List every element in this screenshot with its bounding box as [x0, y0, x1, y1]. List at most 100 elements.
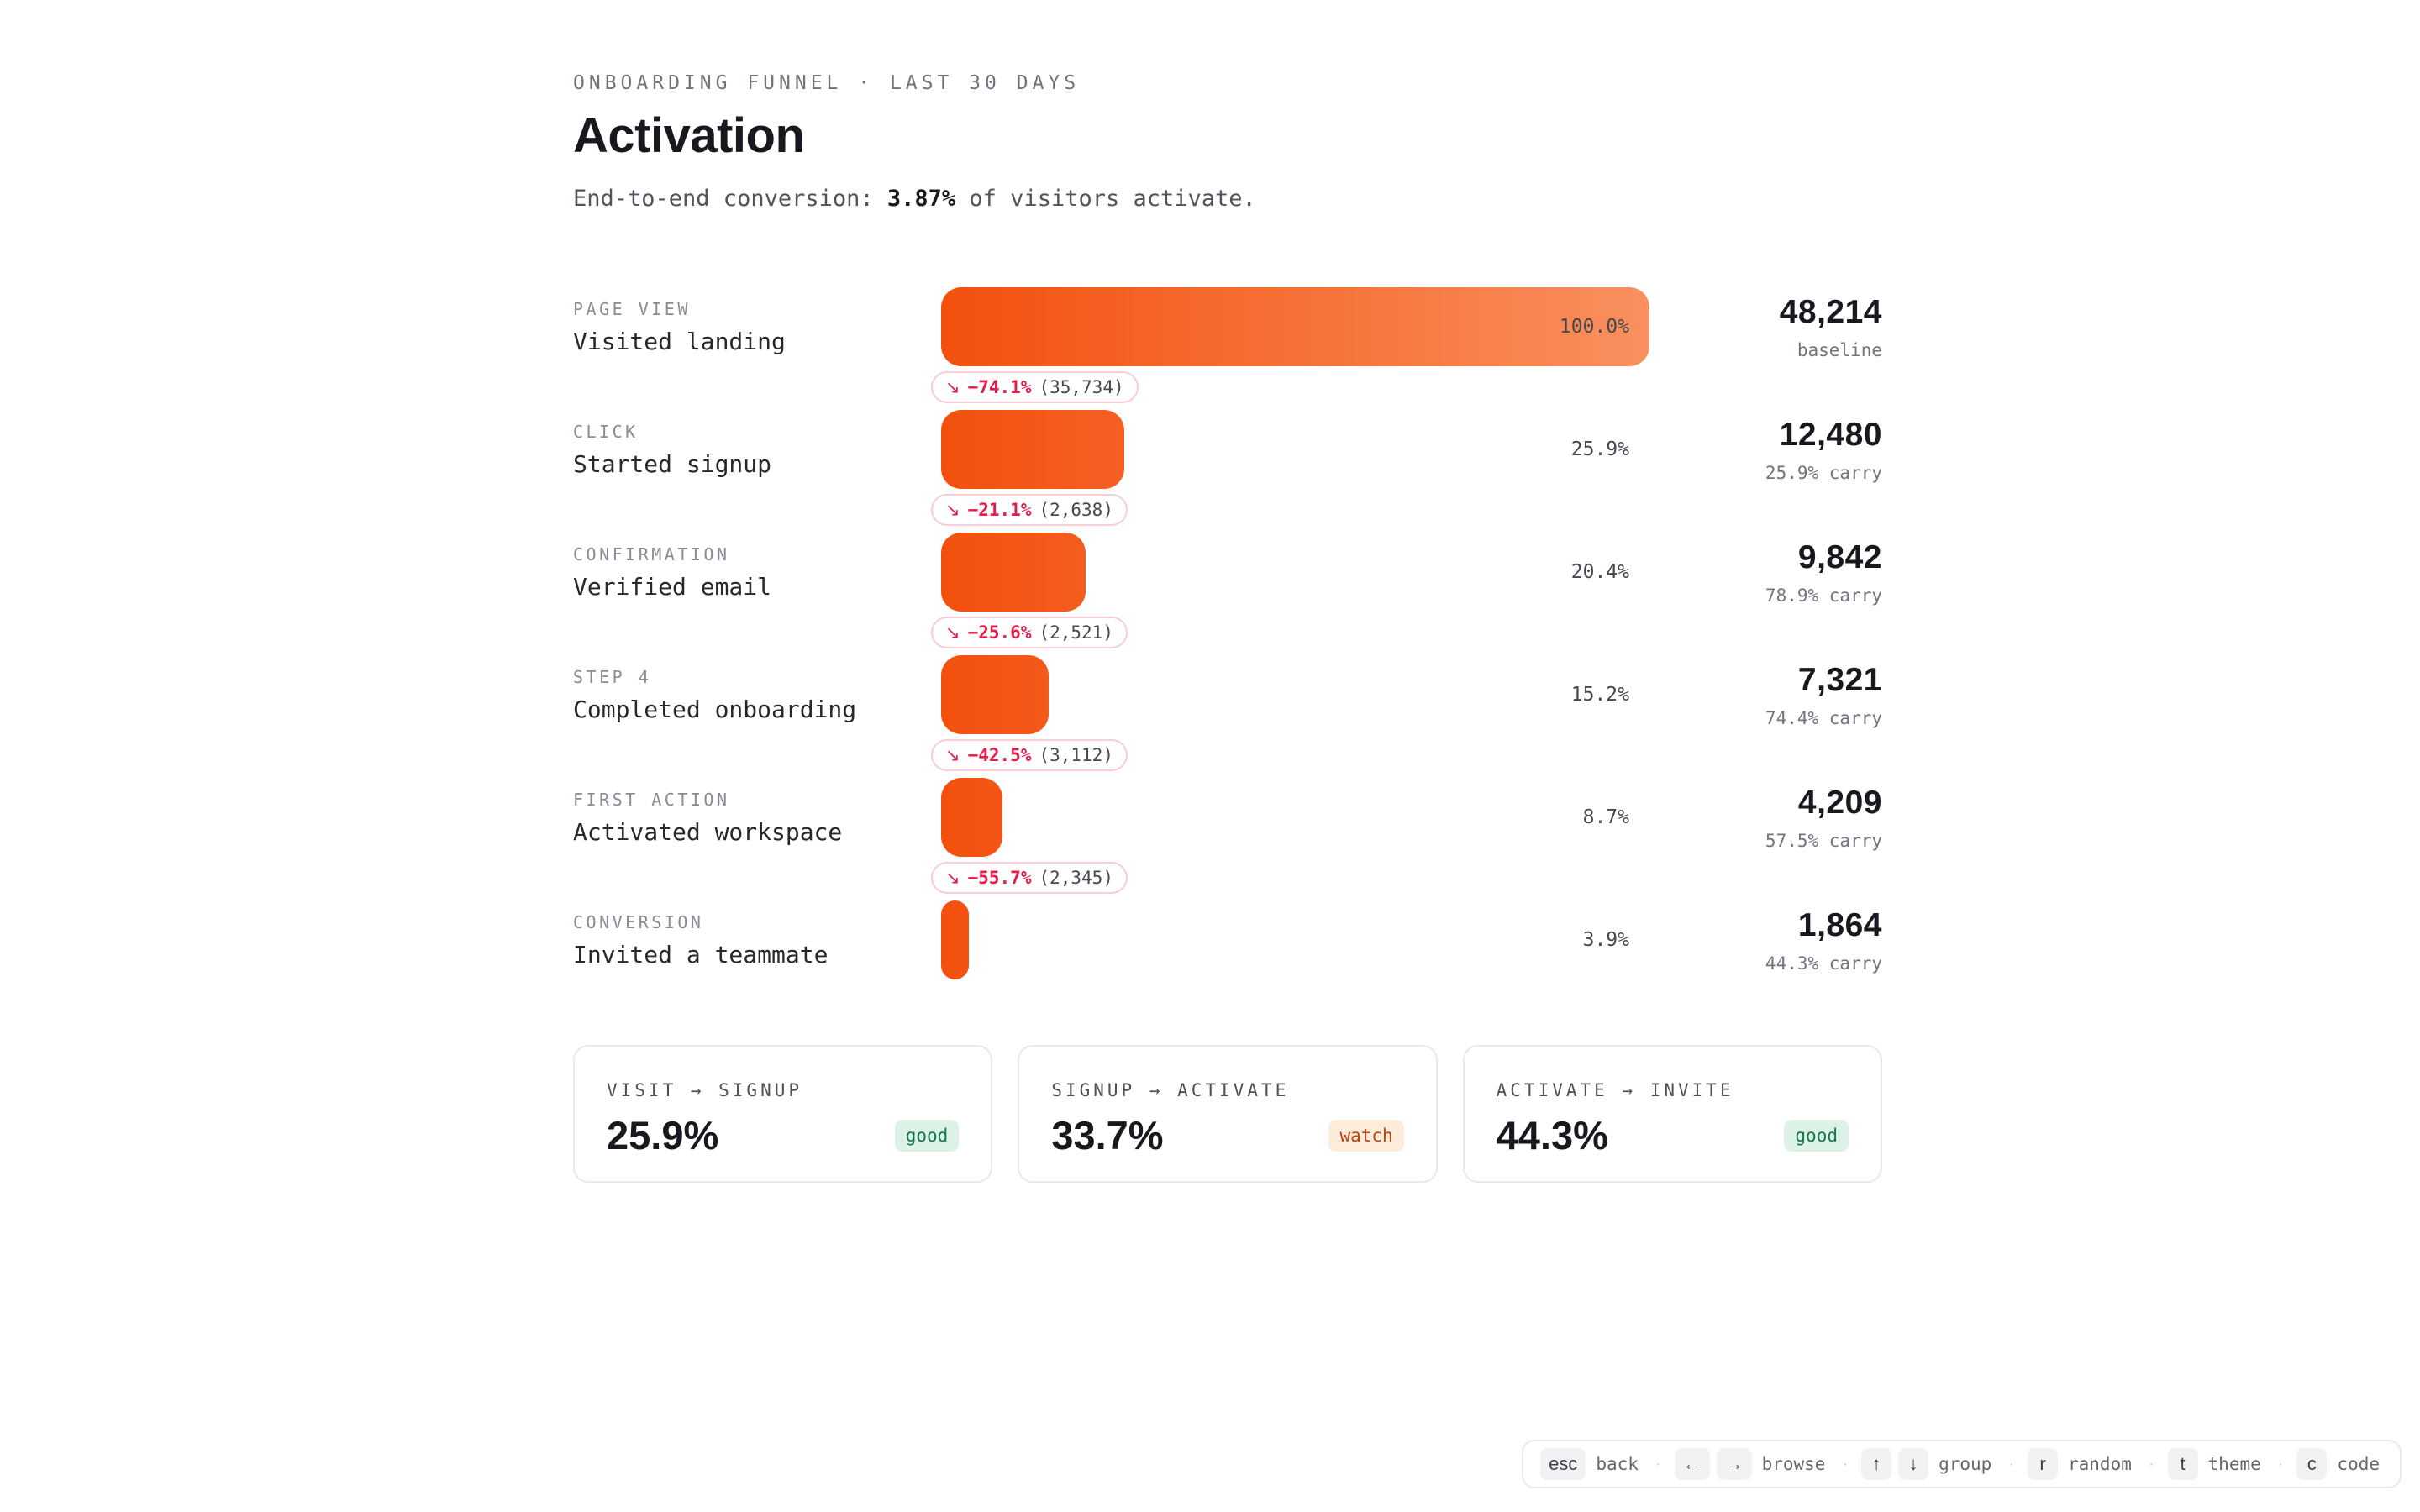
funnel-row-invited-teammate: CONVERSION Invited a teammate 3.9% 1,864… [573, 900, 1882, 979]
r-key[interactable]: r [2028, 1448, 2058, 1480]
funnel-bar [941, 533, 1086, 612]
hint-label-random: random [2068, 1454, 2132, 1474]
stage-labels: CONFIRMATION Verified email [573, 533, 941, 612]
bar-percent-label: 3.9% [1582, 929, 1629, 951]
drop-pill: ↘ −74.1% (35,734) [931, 371, 1139, 403]
drop-pill: ↘ −55.7% (2,345) [931, 862, 1128, 894]
hint-label-back: back [1596, 1454, 1639, 1474]
conversion-summary-cards: VISIT → SIGNUP 25.9% good SIGNUP → ACTIV… [573, 1045, 1882, 1183]
hint-separator: · [1655, 1454, 1661, 1473]
drop-percent: −42.5% [967, 745, 1032, 765]
funnel-bar [941, 900, 969, 979]
stage-type-label: CONVERSION [573, 911, 704, 932]
bar-track: 100.0% [941, 287, 1649, 366]
arrow-right-key[interactable]: → [1716, 1448, 1752, 1480]
stage-count: 12,480 [1779, 416, 1882, 453]
esc-key[interactable]: esc [1540, 1448, 1586, 1480]
subtitle-conversion-value: 3.87% [886, 186, 956, 212]
drop-count: (2,521) [1039, 622, 1113, 643]
bar-percent-label: 20.4% [1570, 561, 1629, 583]
card-activate-invite: ACTIVATE → INVITE 44.3% good [1462, 1045, 1882, 1183]
drop-count: (2,345) [1039, 868, 1113, 888]
card-label: VISIT → SIGNUP [607, 1080, 803, 1100]
drop-pill: ↘ −25.6% (2,521) [931, 617, 1128, 648]
stage-count: 4,209 [1797, 784, 1882, 821]
page-title: Activation [573, 108, 805, 163]
bar-percent-label: 8.7% [1582, 806, 1629, 828]
stage-name: Started signup [573, 449, 772, 478]
card-signup-activate: SIGNUP → ACTIVATE 33.7% watch [1018, 1045, 1438, 1183]
stage-labels: CLICK Started signup [573, 410, 941, 489]
drop-percent: −21.1% [967, 500, 1032, 520]
stage-values: 12,480 25.9% carry [1649, 410, 1882, 489]
stage-name: Invited a teammate [573, 940, 829, 969]
stage-count: 7,321 [1797, 661, 1882, 698]
status-badge: watch [1328, 1119, 1404, 1152]
stage-labels: FIRST ACTION Activated workspace [573, 778, 941, 857]
drop-pill: ↘ −42.5% (3,112) [931, 739, 1128, 771]
funnel-row-activated-workspace: FIRST ACTION Activated workspace 8.7% 4,… [573, 778, 1882, 894]
card-value: 33.7% [1051, 1113, 1164, 1158]
stage-labels: STEP 4 Completed onboarding [573, 655, 941, 734]
arrow-up-key[interactable]: ↑ [1861, 1448, 1892, 1480]
funnel-bar [941, 287, 1649, 366]
arrow-left-key[interactable]: ← [1674, 1448, 1710, 1480]
hint-label-theme: theme [2207, 1454, 2261, 1474]
card-label: SIGNUP → ACTIVATE [1051, 1080, 1290, 1100]
hint-label-code: code [2337, 1454, 2380, 1474]
hint-separator: · [2148, 1454, 2154, 1473]
stage-values: 1,864 44.3% carry [1649, 900, 1882, 979]
bar-track: 3.9% [941, 900, 1649, 979]
bar-track: 20.4% [941, 533, 1649, 612]
bar-track: 15.2% [941, 655, 1649, 734]
c-key[interactable]: c [2296, 1448, 2328, 1480]
drop-count: (35,734) [1039, 377, 1124, 397]
stage-carry-label: 78.9% carry [1765, 585, 1882, 606]
funnel-bar [941, 655, 1050, 734]
stage-type-label: CLICK [573, 421, 639, 442]
subtitle-prefix: End-to-end conversion: [573, 186, 887, 212]
stage-count: 9,842 [1797, 538, 1882, 575]
hint-separator: · [2277, 1454, 2284, 1473]
stage-values: 4,209 57.5% carry [1649, 778, 1882, 857]
funnel-row-started-signup: CLICK Started signup 25.9% 12,480 25.9% … [573, 410, 1882, 526]
stage-name: Completed onboarding [573, 695, 857, 723]
stage-type-label: PAGE VIEW [573, 298, 691, 319]
down-right-arrow-icon: ↘ [945, 376, 960, 397]
stage-carry-label: 74.4% carry [1765, 707, 1882, 728]
card-value: 44.3% [1496, 1113, 1608, 1158]
stage-labels: PAGE VIEW Visited landing [573, 287, 941, 366]
bar-percent-label: 15.2% [1570, 684, 1629, 706]
status-badge: good [1784, 1119, 1849, 1152]
stage-name: Verified email [573, 572, 772, 601]
hint-label-browse: browse [1761, 1454, 1826, 1474]
keyboard-hints-bar: esc back · ← → browse · ↑ ↓ group · r ra… [1522, 1440, 2402, 1488]
t-key[interactable]: t [2167, 1448, 2198, 1480]
card-visit-signup: VISIT → SIGNUP 25.9% good [573, 1045, 993, 1183]
card-label: ACTIVATE → INVITE [1496, 1080, 1734, 1100]
stage-type-label: FIRST ACTION [573, 789, 730, 810]
card-value: 25.9% [607, 1113, 719, 1158]
hint-separator: · [2008, 1454, 2014, 1473]
stage-name: Visited landing [573, 327, 786, 355]
stage-carry-label: 44.3% carry [1765, 953, 1882, 974]
drop-percent: −25.6% [967, 622, 1032, 643]
drop-percent: −55.7% [967, 868, 1032, 888]
report-eyebrow: ONBOARDING FUNNEL · LAST 30 DAYS [573, 72, 1081, 94]
status-badge: good [894, 1119, 960, 1152]
funnel-bar [941, 778, 1003, 857]
arrow-down-key[interactable]: ↓ [1898, 1448, 1929, 1480]
hint-label-group: group [1939, 1454, 1992, 1474]
hint-separator: · [1842, 1454, 1849, 1473]
stage-count: 48,214 [1779, 293, 1882, 330]
drop-pill: ↘ −21.1% (2,638) [931, 494, 1128, 526]
bar-track: 8.7% [941, 778, 1649, 857]
drop-count: (3,112) [1039, 745, 1113, 765]
stage-count: 1,864 [1797, 906, 1882, 943]
bar-percent-label: 25.9% [1570, 438, 1629, 460]
down-right-arrow-icon: ↘ [945, 744, 960, 765]
funnel-row-completed-onboarding: STEP 4 Completed onboarding 15.2% 7,321 … [573, 655, 1882, 771]
drop-count: (2,638) [1039, 500, 1113, 520]
funnel-row-visited-landing: PAGE VIEW Visited landing 100.0% 48,214 … [573, 287, 1882, 403]
